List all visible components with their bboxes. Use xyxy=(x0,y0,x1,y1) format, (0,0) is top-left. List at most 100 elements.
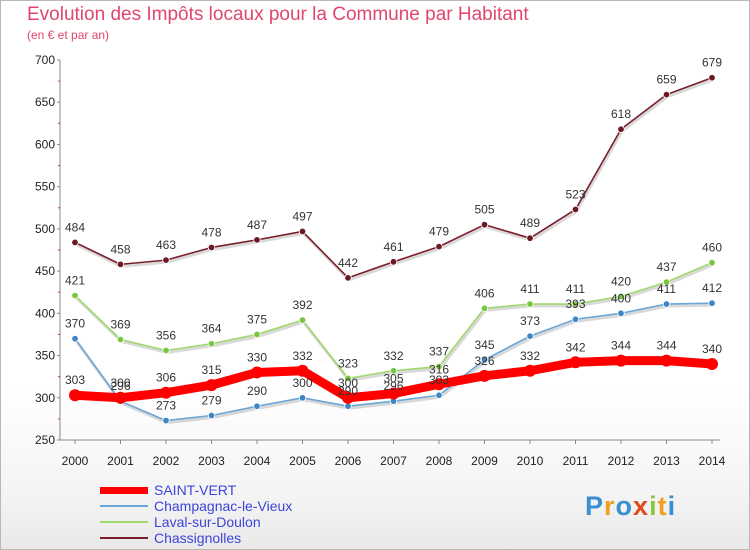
point-laval-sur-doulon xyxy=(662,278,671,286)
point-saint-vert xyxy=(569,356,582,369)
data-label-laval-sur-doulon: 460 xyxy=(702,241,722,255)
data-label-chassignolles: 458 xyxy=(110,242,130,256)
legend-item-chassignolles[interactable]: Chassignolles xyxy=(100,530,420,546)
y-tick-label: 700 xyxy=(35,53,55,67)
data-label-champagnac-le-vieux: 412 xyxy=(702,281,722,295)
point-saint-vert xyxy=(433,378,445,391)
x-tick-label: 2013 xyxy=(653,454,680,468)
data-label-saint-vert: 330 xyxy=(247,350,267,364)
data-label-saint-vert: 305 xyxy=(383,372,403,386)
point-chassignolles xyxy=(253,236,261,244)
chart-subtitle: (en € et par an) xyxy=(27,28,110,42)
x-tick-label: 2006 xyxy=(335,454,362,468)
point-laval-sur-doulon xyxy=(571,300,580,308)
x-tick-label: 2000 xyxy=(62,454,89,468)
point-laval-sur-doulon xyxy=(389,367,398,375)
data-label-saint-vert: 300 xyxy=(110,376,130,390)
legend-label-laval-sur-doulon: Laval-sur-Doulon xyxy=(154,514,261,530)
point-laval-sur-doulon xyxy=(344,374,352,383)
data-label-laval-sur-doulon: 392 xyxy=(292,298,312,312)
logo-letter: i xyxy=(667,491,677,521)
y-tick-label: 250 xyxy=(35,433,55,447)
data-label-laval-sur-doulon: 437 xyxy=(656,260,676,274)
point-chassignolles xyxy=(617,125,625,133)
point-saint-vert xyxy=(524,364,536,377)
data-label-chassignolles: 497 xyxy=(292,209,312,223)
point-saint-vert xyxy=(160,386,172,399)
data-label-champagnac-le-vieux: 411 xyxy=(657,282,676,296)
legend-label-chassignolles: Chassignolles xyxy=(154,530,242,546)
data-label-chassignolles: 442 xyxy=(338,256,358,270)
x-tick-label: 2007 xyxy=(380,454,407,468)
point-saint-vert xyxy=(342,391,354,404)
x-tick-label: 2008 xyxy=(426,454,453,468)
data-label-chassignolles: 484 xyxy=(65,220,85,234)
data-labels-layer: 484 458 463 478 487 497 442 461 479 505 489 523 618 6… xyxy=(65,56,722,413)
data-label-chassignolles: 463 xyxy=(156,238,176,252)
data-label-laval-sur-doulon: 332 xyxy=(383,349,403,363)
y-tick-label: 600 xyxy=(35,137,55,151)
point-saint-vert xyxy=(387,387,400,400)
data-label-champagnac-le-vieux: 273 xyxy=(156,399,176,413)
x-tick-label: 2005 xyxy=(289,454,316,468)
x-tick-label: 2001 xyxy=(107,454,134,468)
y-tick-label: 300 xyxy=(35,391,55,405)
data-label-champagnac-le-vieux: 296 xyxy=(110,379,130,393)
legend-swatch-laval-sur-doulon xyxy=(100,521,148,523)
point-chassignolles xyxy=(571,205,580,214)
data-label-saint-vert: 332 xyxy=(520,349,540,363)
proxiti-logo: Proxiti xyxy=(585,491,676,522)
data-label-saint-vert: 316 xyxy=(429,362,449,376)
y-axis-ticks: 250 300 350 400 450 500 550 600 650 700 xyxy=(35,53,60,447)
data-label-saint-vert: 306 xyxy=(156,371,176,385)
point-chassignolles xyxy=(480,220,489,229)
data-label-saint-vert: 315 xyxy=(201,363,221,377)
legend-item-saint-vert[interactable]: SAINT-VERT xyxy=(100,482,420,498)
data-label-laval-sur-doulon: 364 xyxy=(201,322,221,336)
y-tick-label: 650 xyxy=(35,95,55,109)
x-axis-ticks: 2000 2001 2002 2003 2004 2005 2006 2007 2008 2009… xyxy=(62,440,726,468)
point-chassignolles xyxy=(71,238,79,247)
data-label-saint-vert: 303 xyxy=(65,373,85,387)
logo-letter: x xyxy=(633,491,650,521)
point-saint-vert xyxy=(205,379,218,392)
series-laval-sur-doulon xyxy=(71,258,716,383)
point-chassignolles xyxy=(116,260,125,269)
data-label-saint-vert: 300 xyxy=(338,376,358,390)
legend-item-laval-sur-doulon[interactable]: Laval-sur-Doulon xyxy=(100,514,420,530)
legend-label-champagnac-le-vieux: Champagnac-le-Vieux xyxy=(154,498,293,514)
point-laval-sur-doulon xyxy=(207,340,216,348)
point-champagnac-le-vieux xyxy=(571,315,580,323)
x-tick-label: 2009 xyxy=(471,454,498,468)
x-tick-label: 2004 xyxy=(244,454,271,468)
legend-swatch-chassignolles xyxy=(100,537,148,539)
data-label-laval-sur-doulon: 356 xyxy=(156,328,176,342)
data-label-champagnac-le-vieux: 303 xyxy=(429,373,449,387)
data-label-champagnac-le-vieux: 370 xyxy=(65,317,85,331)
y-tick-label: 550 xyxy=(35,180,55,194)
legend-swatch-champagnac-le-vieux xyxy=(100,505,148,507)
point-champagnac-le-vieux xyxy=(162,416,170,425)
data-label-chassignolles: 487 xyxy=(247,218,267,232)
point-saint-vert xyxy=(69,389,81,402)
data-label-chassignolles: 659 xyxy=(656,73,676,87)
data-label-champagnac-le-vieux: 393 xyxy=(565,297,585,311)
data-label-champagnac-le-vieux: 279 xyxy=(201,394,221,408)
data-label-saint-vert: 344 xyxy=(656,339,676,353)
point-laval-sur-doulon xyxy=(253,330,261,339)
data-label-laval-sur-doulon: 411 xyxy=(566,282,585,296)
y-tick-label: 400 xyxy=(35,306,55,320)
legend-item-champagnac-le-vieux[interactable]: Champagnac-le-Vieux xyxy=(100,498,420,514)
data-label-chassignolles: 679 xyxy=(702,56,722,70)
data-label-laval-sur-doulon: 420 xyxy=(611,274,631,288)
point-champagnac-le-vieux xyxy=(662,300,671,308)
data-label-saint-vert: 344 xyxy=(611,339,631,353)
point-saint-vert xyxy=(478,369,491,382)
point-laval-sur-doulon xyxy=(480,304,489,312)
data-label-champagnac-le-vieux: 400 xyxy=(611,291,631,305)
point-laval-sur-doulon xyxy=(526,300,534,308)
data-label-laval-sur-doulon: 369 xyxy=(110,318,130,332)
point-champagnac-le-vieux xyxy=(435,391,443,399)
data-label-laval-sur-doulon: 421 xyxy=(65,274,85,288)
x-tick-label: 2011 xyxy=(563,454,589,468)
